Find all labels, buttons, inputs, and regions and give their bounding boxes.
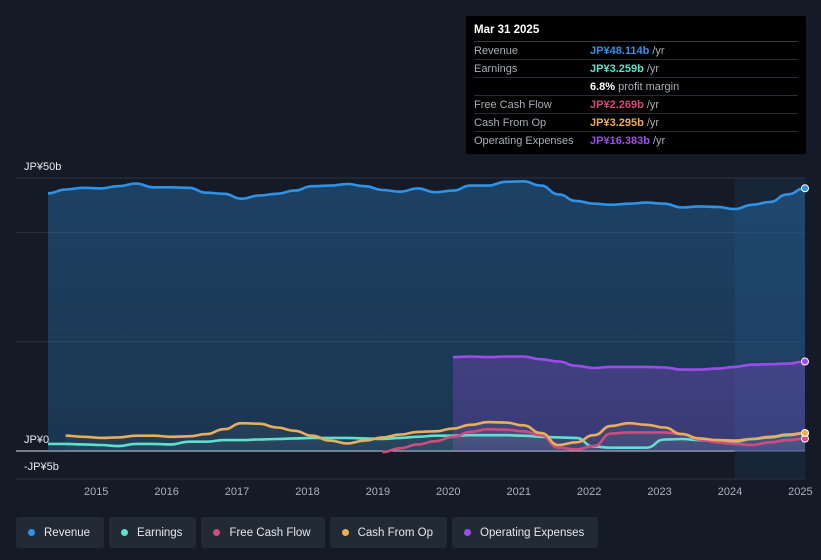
data-tooltip: Mar 31 2025 Revenue JP¥48.114b/yr Earnings… <box>466 16 806 154</box>
tooltip-row: Cash From Op JP¥3.295b/yr <box>474 114 798 132</box>
chart: JP¥50b JP¥0 -JP¥5b 2015 2016 2017 2018 2019 2020… <box>16 161 813 498</box>
tooltip-row-value: JP¥3.295b <box>590 116 644 129</box>
legend-dot-icon <box>213 529 221 536</box>
opex-end-marker <box>801 357 809 366</box>
legend-label: Cash From Op <box>357 526 434 539</box>
tooltip-row-label: Earnings <box>474 62 518 75</box>
axis-ticks: JP¥50b JP¥0 -JP¥5b 2015 2016 2017 2018 2019 2020… <box>24 161 813 498</box>
tooltip-row-label: Revenue <box>474 44 519 57</box>
tooltip-date: Mar 31 2025 <box>474 24 798 42</box>
legend-label: Revenue <box>44 526 91 539</box>
series-areas <box>48 181 806 453</box>
x-tick-label: 2021 <box>506 486 530 498</box>
tooltip-row-unit: /yr <box>646 116 660 129</box>
x-tick-label: 2022 <box>577 486 601 498</box>
opex-area <box>452 356 805 451</box>
tooltip-row-unit: profit margin <box>618 80 680 93</box>
legend-label: Free Cash Flow <box>229 526 311 539</box>
tooltip-row-value: JP¥2.269b <box>590 98 644 111</box>
revenue-line <box>47 180 806 211</box>
opex-line <box>452 355 806 371</box>
x-tick-label: 2015 <box>84 486 108 498</box>
x-tick-label: 2016 <box>154 486 178 498</box>
x-tick-label: 2023 <box>647 486 671 498</box>
legend-item-free-cash-flow[interactable]: Free Cash Flow <box>201 517 325 548</box>
x-tick-label: 2019 <box>366 486 390 498</box>
legend-dot-icon <box>121 529 129 536</box>
x-tick-label: 2017 <box>225 486 249 498</box>
revenue-end-marker <box>801 184 809 193</box>
legend-item-cash-from-op[interactable]: Cash From Op <box>329 517 448 548</box>
tooltip-row-value: JP¥48.114b <box>590 44 650 57</box>
tooltip-row-unit: /yr <box>652 44 665 57</box>
tooltip-row-value: 6.8% <box>590 80 616 93</box>
tooltip-row: Revenue JP¥48.114b/yr <box>474 42 798 60</box>
earnings-line <box>47 431 806 450</box>
legend-dot-icon <box>464 529 472 536</box>
legend-item-revenue[interactable]: Revenue <box>16 517 105 548</box>
tooltip-row-unit: /yr <box>646 62 660 75</box>
y-axis-label: JP¥50b <box>24 161 61 173</box>
tooltip-row-label: Operating Expenses <box>474 134 574 147</box>
y-axis-label: JP¥0 <box>24 434 49 446</box>
legend-label: Operating Expenses <box>480 526 585 539</box>
fcf-line <box>382 427 806 454</box>
x-tick-label: 2024 <box>718 486 742 498</box>
tooltip-row-value: JP¥3.259b <box>590 62 644 75</box>
legend-dot-icon <box>28 529 35 536</box>
legend-label: Earnings <box>137 526 183 539</box>
legend-dot-icon <box>341 529 349 536</box>
tooltip-row: Earnings JP¥3.259b/yr <box>474 60 798 78</box>
cfo-line <box>65 420 806 447</box>
tooltip-row: 6.8% profit margin <box>474 78 798 96</box>
legend-item-earnings[interactable]: Earnings <box>109 517 197 548</box>
x-tick-label: 2025 <box>788 486 812 498</box>
x-tick-label: 2018 <box>295 486 319 498</box>
y-axis-label: -JP¥5b <box>24 461 59 473</box>
chart-legend: Revenue Earnings Free Cash Flow Cash From O… <box>16 517 599 548</box>
cfo-end-marker <box>801 429 809 438</box>
tooltip-row-label: Free Cash Flow <box>474 98 552 111</box>
legend-item-operating-expenses[interactable]: Operating Expenses <box>452 517 599 548</box>
tooltip-row-label: Cash From Op <box>474 116 547 129</box>
tooltip-row-value: JP¥16.383b <box>590 134 650 147</box>
tooltip-row-unit: /yr <box>652 134 666 147</box>
tooltip-row: Operating Expenses JP¥16.383b/yr <box>474 132 798 149</box>
tooltip-row-unit: /yr <box>646 98 660 111</box>
x-tick-label: 2020 <box>436 486 460 498</box>
series-lines <box>47 180 809 454</box>
tooltip-row: Free Cash Flow JP¥2.269b/yr <box>474 96 798 114</box>
